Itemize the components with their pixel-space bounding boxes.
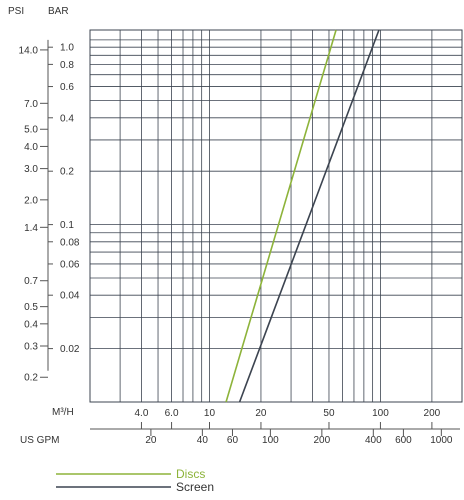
gpm-tick-label: 600 [395, 435, 412, 446]
legend-label-screen: Screen [176, 480, 214, 494]
psi-tick-label: 14.0 [19, 45, 39, 56]
bar-tick-label: 0.08 [60, 237, 80, 248]
bar-tick-label: 0.02 [60, 344, 80, 355]
grid [89, 29, 463, 403]
bar-tick-label: 0.1 [60, 220, 74, 231]
m3h-tick-label: 50 [323, 408, 335, 419]
psi-tick-label: 5.0 [24, 125, 38, 136]
psi-tick-label: 0.3 [24, 342, 38, 353]
gpm-tick-label: 20 [145, 435, 157, 446]
bar-tick-label: 0.06 [60, 259, 80, 270]
psi-tick-label: 4.0 [24, 142, 38, 153]
series-line-discs [225, 29, 337, 403]
gpm-tick-label: 400 [365, 435, 382, 446]
gpm-axis-label: US GPM [20, 435, 59, 446]
bar-tick-label: 0.04 [60, 291, 80, 302]
m3h-tick-label: 20 [255, 408, 267, 419]
bar-tick-label: 0.8 [60, 60, 74, 71]
m3h-tick-label: 100 [372, 408, 389, 419]
bar-tick-label: 0.2 [60, 167, 74, 178]
psi-tick-label: 0.2 [24, 373, 38, 384]
plot-frame [89, 29, 463, 403]
psi-tick-label: 7.0 [24, 99, 38, 110]
gpm-tick-label: 60 [227, 435, 239, 446]
psi-axis-label: PSI [8, 6, 24, 17]
psi-tick-label: 1.4 [24, 223, 38, 234]
series-lines [225, 29, 380, 403]
psi-tick-label: 3.0 [24, 164, 38, 175]
m3h-axis-label: M³/H [52, 407, 74, 418]
bar-tick-label: 0.4 [60, 113, 74, 124]
psi-tick-label: 0.4 [24, 319, 38, 330]
axes: 1.0 0.8 0.6 0.4 0.2 0.1 0.08 0.06 0.04 0.02 14.0 7.… [19, 39, 460, 446]
bar-tick-label: 0.6 [60, 82, 74, 93]
gpm-tick-label: 200 [314, 435, 331, 446]
m3h-tick-label: 200 [424, 408, 441, 419]
psi-tick-label: 0.7 [24, 276, 38, 287]
series-line-screen [238, 29, 380, 403]
gpm-tick-label: 1000 [430, 435, 453, 446]
m3h-tick-label: 10 [204, 408, 216, 419]
m3h-tick-label: 6.0 [165, 408, 179, 419]
psi-tick-label: 2.0 [24, 195, 38, 206]
gpm-tick-label: 100 [262, 435, 279, 446]
legend-label-discs: Discs [176, 467, 205, 481]
m3h-tick-label: 4.0 [135, 408, 149, 419]
gpm-tick-label: 40 [197, 435, 209, 446]
psi-tick-label: 0.5 [24, 302, 38, 313]
bar-tick-label: 1.0 [60, 43, 74, 54]
bar-axis-label: BAR [48, 6, 69, 17]
